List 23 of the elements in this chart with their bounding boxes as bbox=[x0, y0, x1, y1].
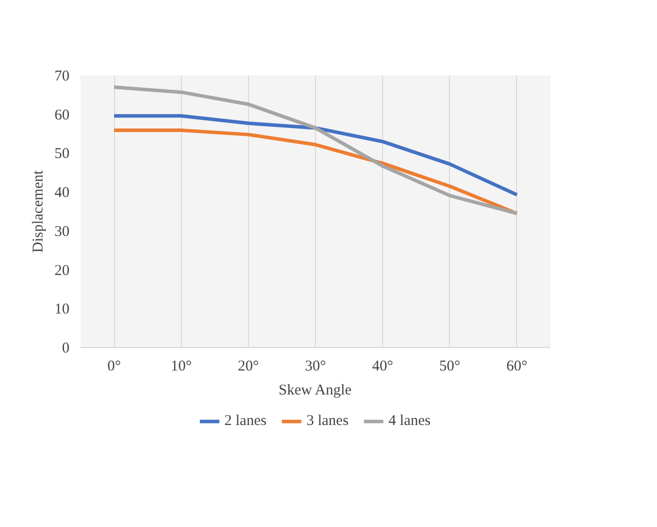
y-tick-label: 60 bbox=[54, 107, 70, 124]
y-axis-title: Displacement bbox=[30, 169, 46, 253]
x-tick-label: 30° bbox=[305, 358, 326, 374]
x-tick-label: 10° bbox=[170, 358, 192, 374]
x-tick-label: 50° bbox=[439, 358, 460, 374]
y-tick-label: 10 bbox=[54, 302, 70, 318]
x-axis-title: Skew Angle bbox=[278, 382, 352, 398]
x-tick-label: 60° bbox=[506, 358, 528, 374]
line-series bbox=[112, 114, 519, 197]
y-tick-label: 70 bbox=[54, 68, 70, 84]
line-series bbox=[112, 128, 519, 216]
y-tick-label: 30 bbox=[54, 224, 70, 240]
legend-label: 2 lanes bbox=[224, 412, 266, 430]
x-tick-label: 20° bbox=[238, 358, 259, 374]
y-tick-label: 0 bbox=[62, 340, 70, 356]
line-series bbox=[112, 85, 519, 216]
legend-label: 4 lanes bbox=[388, 412, 431, 430]
y-tick-label: 50 bbox=[54, 146, 70, 162]
legend-label: 3 lanes bbox=[306, 412, 349, 430]
y-tick-label: 20 bbox=[54, 262, 70, 279]
y-tick-label: 40 bbox=[54, 185, 70, 202]
x-tick-label: 0° bbox=[107, 358, 121, 374]
x-tick-label: 40° bbox=[372, 358, 394, 374]
